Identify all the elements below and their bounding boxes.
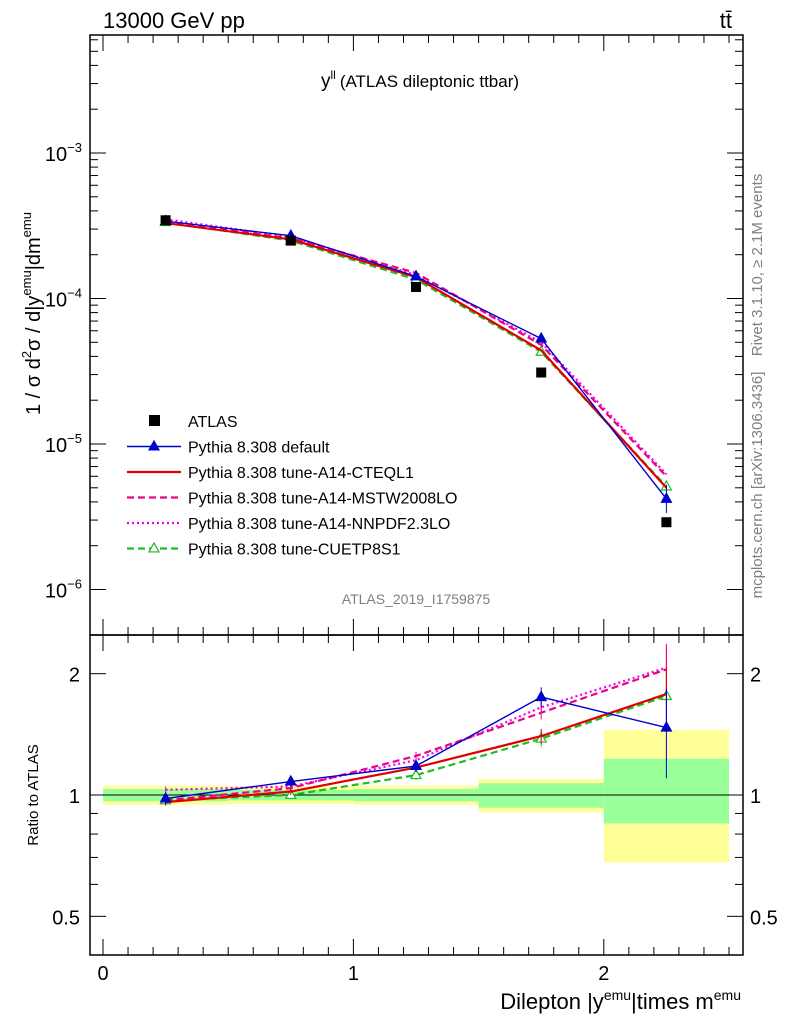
- legend-label: Pythia 8.308 default: [188, 440, 330, 457]
- data-point: [285, 235, 296, 246]
- plot-title-rest: (ATLAS dileptonic ttbar): [340, 72, 519, 91]
- legend-label: Pythia 8.308 tune-A14-CTEQL1: [188, 465, 414, 482]
- ratio-y-tick-label: 0.5: [52, 907, 80, 929]
- legend-label: ATLAS: [188, 414, 238, 431]
- series-point-default: [409, 269, 423, 281]
- y-tick-label: 10−4: [45, 286, 82, 312]
- series-line-nnpdf: [165, 218, 668, 475]
- ratio-y-axis-label: Ratio to ATLAS: [25, 744, 42, 845]
- main-y-axis-label: 1 / σ d2σ / d|yemu|dmemu: [19, 212, 45, 415]
- energy-label: 13000 GeV pp: [103, 8, 245, 33]
- series-line-default: [165, 220, 667, 500]
- legend-marker-data: [149, 415, 160, 426]
- ratio-point-default: [409, 759, 423, 771]
- ratio-point-default: [284, 774, 297, 786]
- x-axis-label: Dilepton |yemu|times memu: [500, 987, 741, 1014]
- series-line-mstw: [165, 221, 668, 478]
- ratio-line-cuetp: [165, 695, 667, 802]
- x-tick-label: 2: [598, 963, 609, 985]
- plot-title-sup: ll: [330, 68, 335, 82]
- data-point: [536, 367, 547, 378]
- plot-title: yll (ATLAS dileptonic ttbar): [321, 68, 519, 92]
- ratio-y-tick-label: 1: [69, 786, 80, 808]
- data-point: [160, 215, 171, 226]
- ratio-point-cuetp: [409, 768, 423, 780]
- data-point: [411, 281, 421, 292]
- series-point-default: [535, 331, 548, 343]
- ratio-panel: 2 2 1 1 0.5 0.5 0 1 2 Ratio to ATLAS Dilepton |…: [25, 634, 778, 1014]
- ratio-y-tick-label: 0.5: [750, 907, 778, 929]
- y-tick-label: 10−3: [45, 140, 82, 166]
- process-label: tt̄: [720, 8, 732, 33]
- y-tick-label: 10−6: [45, 577, 82, 603]
- ratio-y-tick-label: 2: [750, 665, 761, 687]
- main-panel: 10−3 10−4 10−5 10−6 yll (ATLAS dileptonic tt…: [19, 34, 766, 636]
- analysis-id: ATLAS_2019_I1759875: [342, 591, 491, 607]
- x-tick-label: 1: [348, 963, 359, 985]
- legend-marker-default: [147, 439, 161, 451]
- legend-marker-cuetp: [147, 541, 161, 553]
- ratio-point-default: [159, 791, 172, 803]
- site-label: mcplots.cern.ch [arXiv:1306.3436]: [749, 372, 766, 599]
- ratio-point-default: [660, 720, 673, 732]
- x-tick-label: 0: [97, 963, 108, 985]
- legend-label: Pythia 8.308 tune-A14-MSTW2008LO: [188, 491, 457, 508]
- rivet-label: Rivet 3.1.10, ≥ 2.1M events: [749, 174, 766, 357]
- data-point: [661, 517, 672, 528]
- legend-label: Pythia 8.308 tune-CUETP8S1: [188, 542, 401, 559]
- legend: ATLAS Pythia 8.308 default Pythia 8.308 tu…: [127, 414, 457, 559]
- ratio-y-tick-label: 2: [69, 665, 80, 687]
- ratio-point-default: [535, 690, 548, 702]
- ratio-y-tick-label: 1: [750, 786, 761, 808]
- y-tick-label: 10−5: [45, 431, 82, 457]
- plot-title-y: y: [321, 71, 331, 92]
- legend-label: Pythia 8.308 tune-A14-NNPDF2.3LO: [188, 516, 450, 533]
